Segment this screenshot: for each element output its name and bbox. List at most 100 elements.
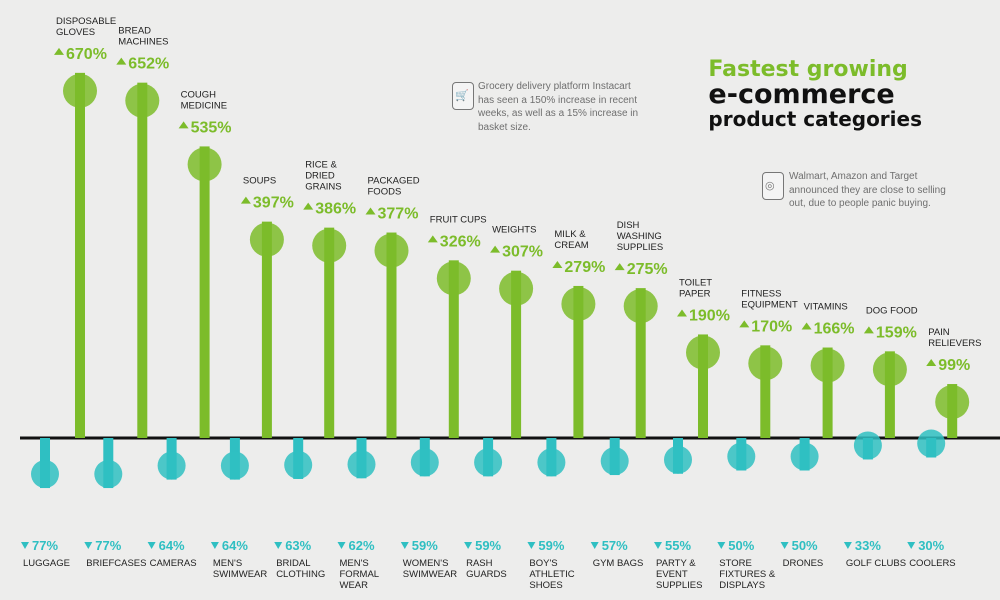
decline-category-label: SHOES [529, 580, 562, 591]
growth-bar [822, 347, 833, 438]
decline-category-label: MEN'S [340, 558, 369, 569]
decline-down-triangle [84, 542, 93, 549]
growth-category-label: DISPOSABLE [56, 16, 116, 27]
decline-category-label: STORE [719, 558, 752, 569]
growth-category-label: DOG FOOD [866, 305, 918, 316]
growth-bar [448, 260, 459, 438]
growth-icon-disc [125, 83, 160, 118]
growth-icon-disc [187, 147, 222, 182]
growth-up-triangle [427, 235, 438, 243]
instacart-note: Grocery delivery platform Instacart has … [478, 81, 639, 133]
decline-down-triangle [400, 542, 409, 549]
decline-category-label: FORMAL [340, 569, 380, 580]
decline-value-label: 59% [538, 538, 564, 553]
growth-value-label: 326% [440, 233, 481, 250]
decline-category-label: DISPLAYS [719, 580, 765, 591]
growth-bar [760, 345, 771, 438]
growth-icon-disc [623, 289, 658, 324]
growth-up-triangle [365, 207, 376, 215]
growth-category-label: MILK & [554, 229, 586, 240]
growth-value-label: 166% [814, 321, 855, 338]
decline-down-triangle [21, 542, 29, 549]
decline-category-label: FIXTURES & [719, 569, 776, 580]
growth-category-label: PAIN [928, 327, 950, 338]
growth-category-label: RELIEVERS [928, 338, 981, 349]
growth-bar [199, 146, 210, 439]
decline-value-label: 50% [792, 538, 818, 553]
growth-category-label: FOODS [368, 187, 402, 198]
decline-down-triangle [337, 542, 346, 549]
growth-icon-disc [810, 348, 845, 383]
growth-up-triangle [240, 196, 251, 204]
growth-category-label: TOILET [679, 277, 712, 288]
growth-category-label: EQUIPMENT [741, 299, 798, 310]
growth-value-label: 307% [502, 244, 543, 261]
growth-icon-disc [935, 385, 970, 420]
decline-category-label: SWIMWEAR [403, 569, 457, 580]
title-line-2: e-commerce [708, 79, 895, 111]
growth-category-label: GLOVES [56, 27, 95, 38]
decline-category-label: PARTY & [656, 558, 696, 569]
decline-category-label: MEN'S [213, 558, 242, 569]
growth-up-triangle [552, 260, 563, 268]
growth-category-label: CREAM [554, 240, 588, 251]
decline-icon-disc [727, 442, 756, 471]
decline-icon-disc [537, 448, 566, 477]
growth-value-label: 190% [689, 307, 730, 324]
decline-icon-disc [220, 451, 249, 480]
growth-icon-disc [249, 222, 284, 257]
chart-title: Fastest growing e-commerce product categ… [708, 58, 922, 130]
growth-value-label: 99% [938, 357, 970, 374]
growth-category-label: MACHINES [118, 37, 168, 48]
growth-value-label: 670% [66, 46, 107, 63]
decline-icon-disc [917, 429, 946, 458]
growth-category-label: SUPPLIES [617, 242, 663, 253]
growth-icon-disc [374, 233, 409, 268]
growth-bar [698, 334, 708, 438]
decline-down-triangle [717, 542, 726, 549]
growth-value-label: 652% [128, 56, 169, 73]
decline-category-label: BRIDAL [276, 558, 310, 569]
shopping-cart-icon: 🛒 [452, 82, 474, 110]
growth-category-label: WEIGHTS [492, 225, 536, 236]
growth-category-label: FRUIT CUPS [430, 214, 487, 225]
growth-category-label: DRIED [305, 171, 335, 182]
decline-category-label: BOY'S [529, 558, 557, 569]
decline-down-triangle [780, 542, 789, 549]
growth-value-label: 397% [253, 195, 294, 212]
growth-icon-disc [686, 335, 720, 370]
title-line-1: Fastest growing [708, 57, 908, 82]
growth-bar [386, 232, 397, 438]
growth-bar [261, 221, 272, 438]
decline-category-label: GYM BAGS [593, 558, 644, 569]
decline-value-label: 50% [728, 538, 754, 553]
growth-value-label: 275% [627, 261, 668, 278]
growth-icon-disc [872, 352, 907, 387]
decline-icon-disc [790, 442, 819, 471]
panic-buying-note: Walmart, Amazon and Target announced the… [789, 171, 946, 209]
growth-up-triangle [303, 202, 314, 210]
decline-category-label: CAMERAS [150, 558, 197, 569]
decline-icon-disc [31, 460, 59, 489]
growth-category-label: FITNESS [741, 288, 781, 299]
growth-up-triangle [801, 322, 812, 330]
decline-category-label: CLOTHING [276, 569, 325, 580]
decline-value-label: 62% [349, 538, 375, 553]
growth-category-label: VITAMINS [804, 302, 848, 313]
decline-down-triangle [210, 542, 219, 549]
growth-value-label: 386% [315, 201, 356, 218]
growth-value-label: 159% [876, 324, 917, 341]
decline-category-label: WEAR [340, 580, 369, 591]
decline-category-label: ATHLETIC [529, 569, 574, 580]
decline-icon-disc [347, 450, 376, 479]
decline-value-label: 77% [95, 538, 121, 553]
growth-category-label: SOUPS [243, 176, 276, 187]
decline-value-label: 59% [412, 538, 438, 553]
decline-icon-disc [600, 447, 629, 476]
title-line-3: product categories [708, 107, 922, 132]
growth-category-label: COUGH [181, 89, 217, 100]
growth-value-label: 377% [378, 206, 419, 223]
decline-down-triangle [843, 542, 852, 549]
decline-value-label: 57% [602, 538, 628, 553]
